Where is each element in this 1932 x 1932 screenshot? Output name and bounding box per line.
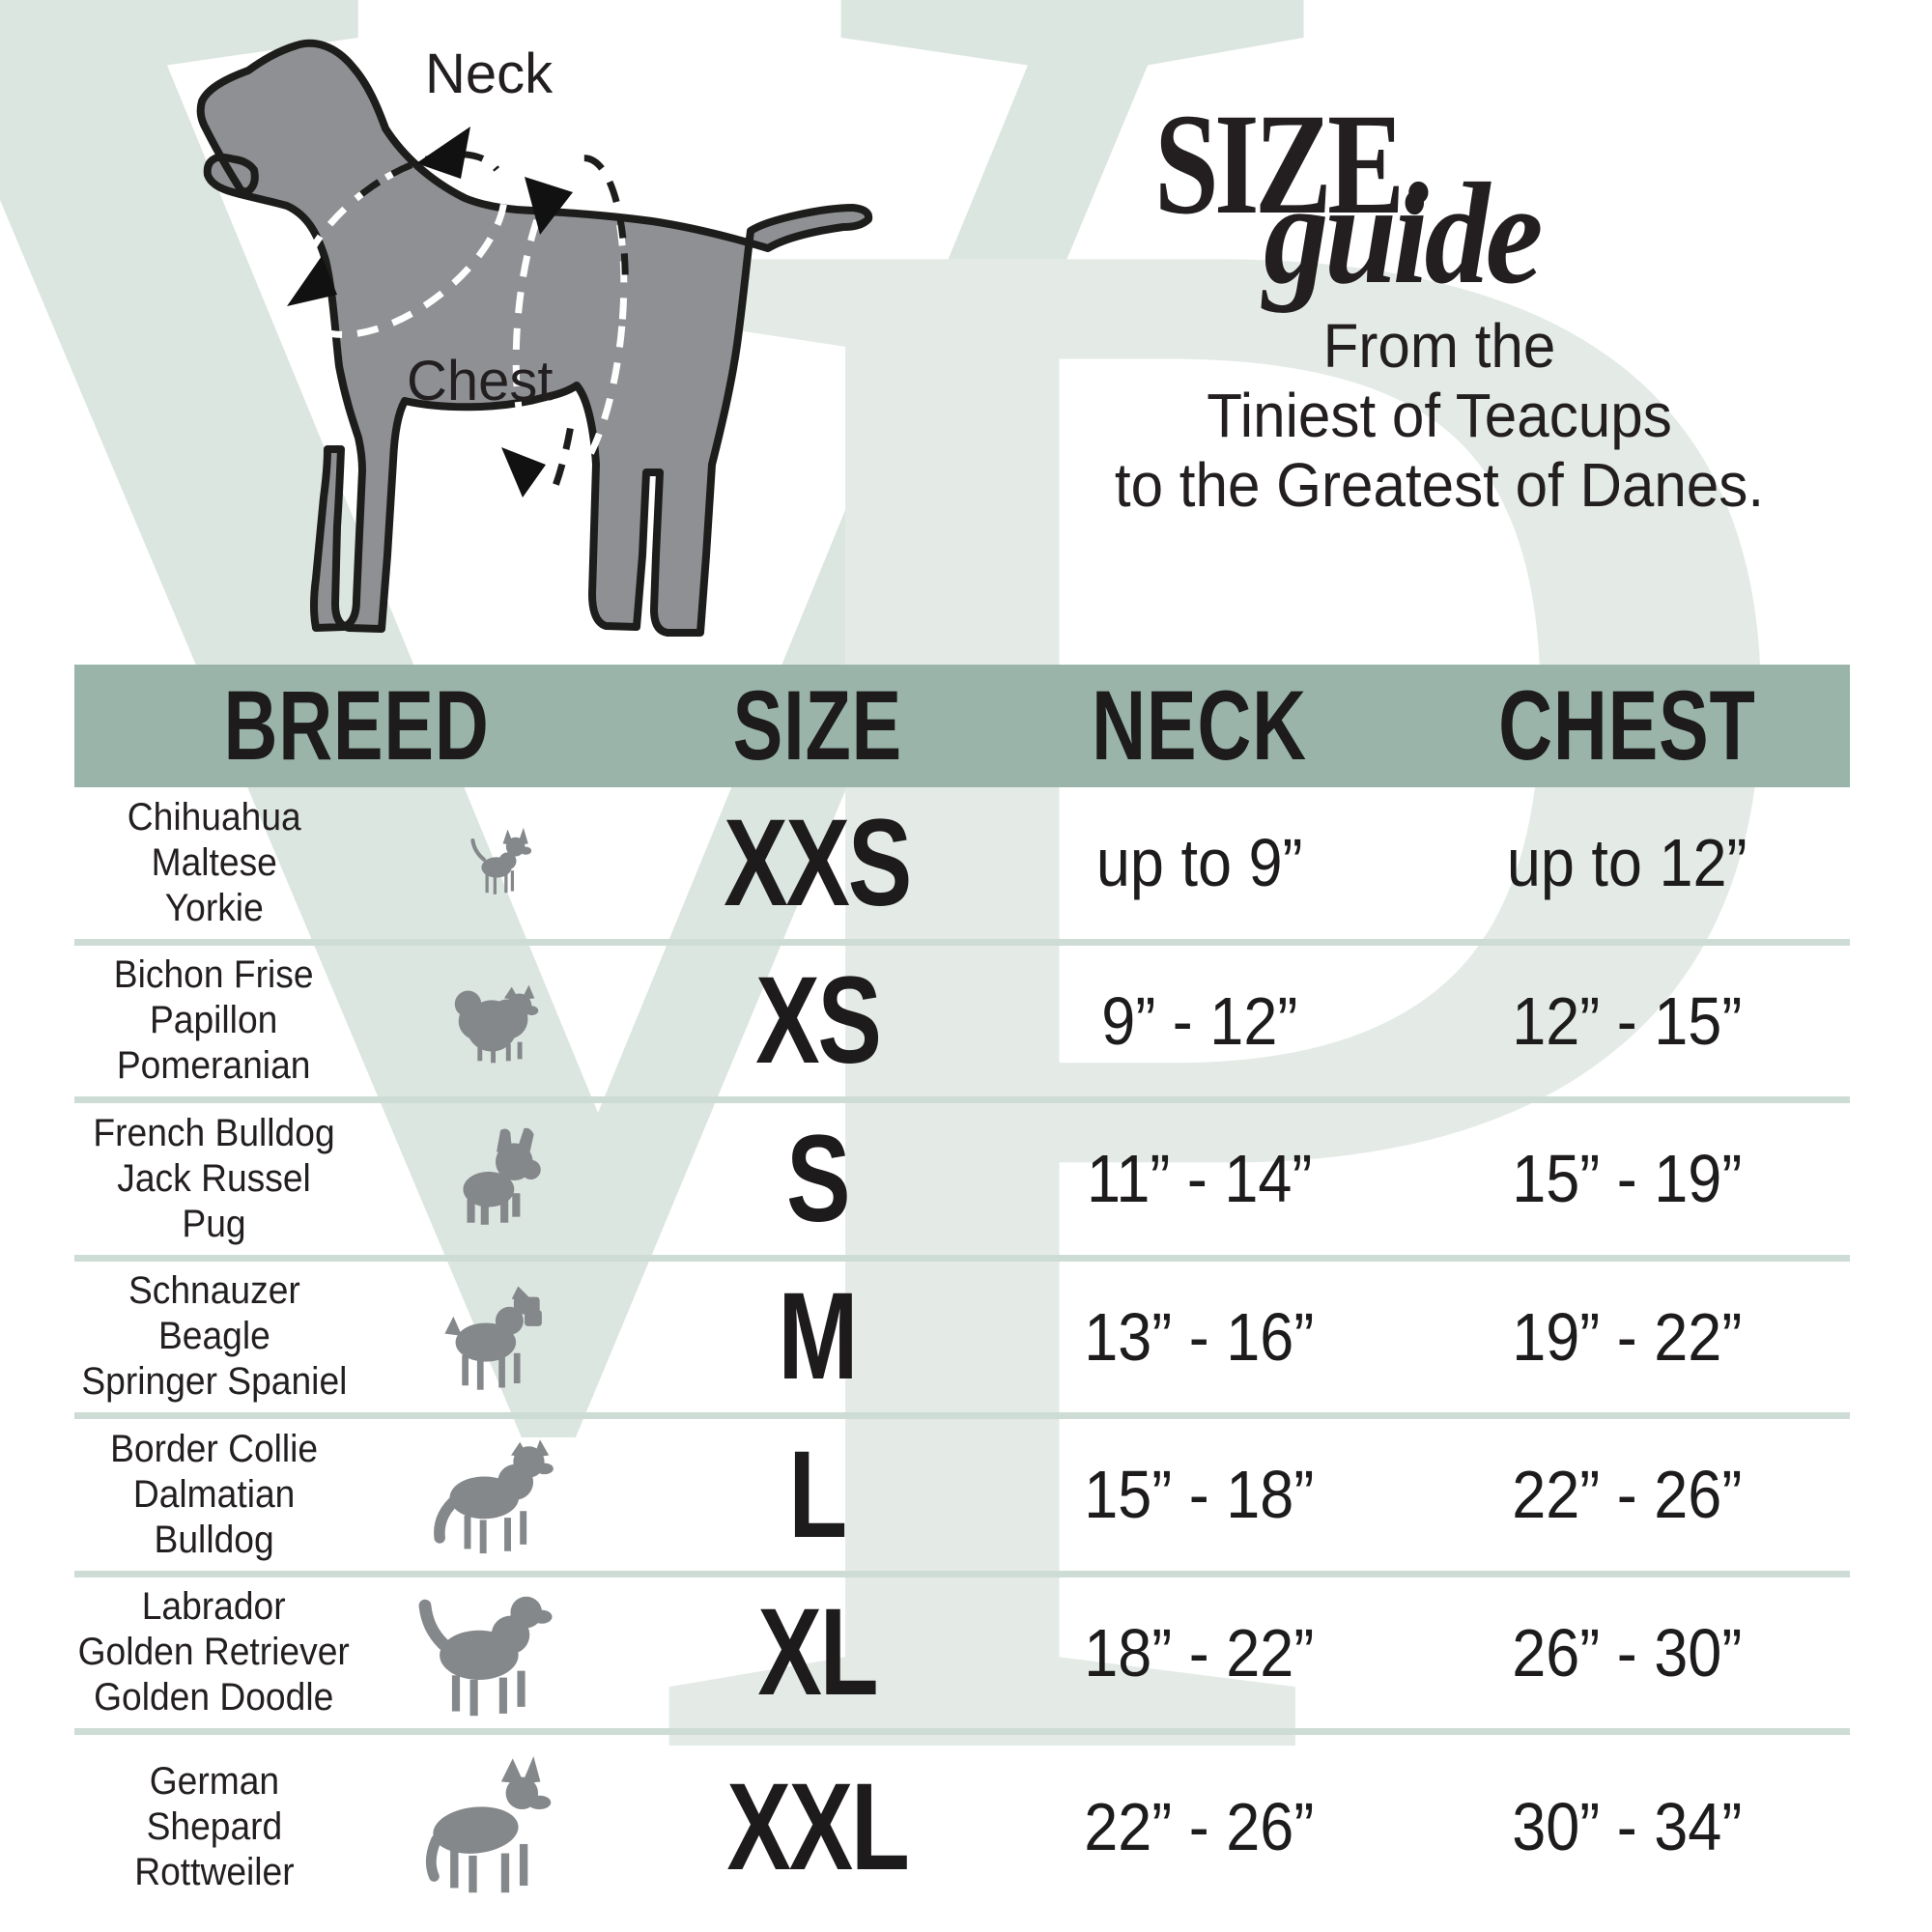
neck-arrow-front	[287, 256, 337, 306]
page-title: SIZE.	[1154, 84, 1429, 244]
neck-arrow-top	[416, 127, 470, 179]
table-row: Schnauzer Beagle Springer Spaniel M 13” - …	[74, 1262, 1850, 1419]
table-row: Border Collie Dalmatian Bulldog L	[74, 1419, 1850, 1577]
page-title-script: guide	[1264, 154, 1544, 314]
neck-value: 13” - 16”	[1084, 1298, 1315, 1375]
breed-names: German Shepard Rottweiler	[133, 1759, 295, 1893]
size-value: XL	[757, 1583, 879, 1722]
dog-silhouette	[196, 39, 873, 637]
size-value: XXS	[724, 793, 913, 932]
neck-label: Neck	[425, 43, 554, 105]
neck-value: 15” - 18”	[1084, 1457, 1315, 1533]
schnauzer-icon	[444, 1286, 542, 1390]
chest-value: up to 12”	[1506, 825, 1747, 901]
neck-value: 22” - 26”	[1084, 1789, 1315, 1864]
golden-retriever-icon	[418, 1596, 553, 1716]
size-value: M	[778, 1267, 859, 1406]
chihuahua-icon	[470, 828, 532, 895]
column-header-breed: BREED	[223, 670, 491, 781]
table-row: Bichon Frise Papillon Pomeranian XS 9” - 1…	[74, 946, 1850, 1103]
neck-value: up to 9”	[1095, 825, 1303, 901]
table-row: French Bulldog Jack Russel Pug S 11” - 14”…	[74, 1103, 1850, 1262]
chest-value: 12” - 15”	[1511, 982, 1743, 1059]
breed-names: Chihuahua Maltese Yorkie	[127, 795, 301, 929]
withers-arrow	[525, 177, 573, 235]
size-value: XS	[754, 952, 882, 1091]
breed-names: Border Collie Dalmatian Bulldog	[109, 1427, 319, 1561]
neck-value: 11” - 14”	[1086, 1141, 1313, 1217]
tagline-line: Tiniest of Teacups	[1207, 381, 1672, 450]
table-row: Chihuahua Maltese Yorkie XXS up to 9” up t…	[74, 787, 1850, 946]
breed-names: Labrador Golden Retriever Golden Doodle	[77, 1585, 351, 1719]
breed-names: Schnauzer Beagle Springer Spaniel	[80, 1269, 348, 1404]
table-body: Chihuahua Maltese Yorkie XXS up to 9” up t…	[74, 787, 1850, 1918]
chest-value: 15” - 19”	[1511, 1141, 1743, 1217]
column-header-chest: CHEST	[1497, 670, 1756, 781]
table-row: German Shepard Rottweiler XXL 22” - 26”	[74, 1735, 1850, 1918]
pomeranian-icon	[454, 984, 539, 1064]
watermark-letter-p: P	[589, 0, 1852, 1932]
column-header-size: SIZE	[732, 670, 902, 781]
neck-value: 18” - 22”	[1084, 1614, 1315, 1690]
chest-value: 26” - 30”	[1511, 1614, 1743, 1690]
chest-measure-loop	[512, 155, 629, 489]
size-table: BREED SIZE NECK CHEST Chihuahua Maltese Yo…	[74, 665, 1850, 1918]
chest-value: 19” - 22”	[1511, 1298, 1743, 1375]
chest-arrow	[501, 447, 546, 497]
tagline-line: From the	[1322, 311, 1556, 381]
chest-value: 22” - 26”	[1511, 1457, 1743, 1533]
french-bulldog-icon	[463, 1127, 541, 1226]
size-value: S	[785, 1109, 851, 1248]
breed-names: Bichon Frise Papillon Pomeranian	[114, 953, 314, 1088]
tagline: From the Tiniest of Teacups to the Great…	[1004, 311, 1875, 520]
tagline-line: to the Greatest of Danes.	[1114, 450, 1765, 520]
dog-silhouette-illustration	[196, 39, 873, 637]
size-value: L	[788, 1425, 848, 1564]
column-header-neck: NECK	[1092, 670, 1307, 781]
border-collie-icon	[434, 1439, 554, 1553]
table-header: BREED SIZE NECK CHEST	[74, 665, 1850, 787]
size-value: XXL	[726, 1757, 909, 1896]
german-shepherd-icon	[425, 1756, 552, 1893]
dog-measurement-diagram: Neck Chest	[92, 14, 874, 652]
neck-value: 9” - 12”	[1100, 982, 1298, 1059]
chest-label: Chest	[407, 350, 554, 412]
breed-names: French Bulldog Jack Russel Pug	[93, 1111, 335, 1245]
chest-value: 30” - 34”	[1511, 1789, 1743, 1864]
table-row: Labrador Golden Retriever Golden Doodle X	[74, 1577, 1850, 1735]
